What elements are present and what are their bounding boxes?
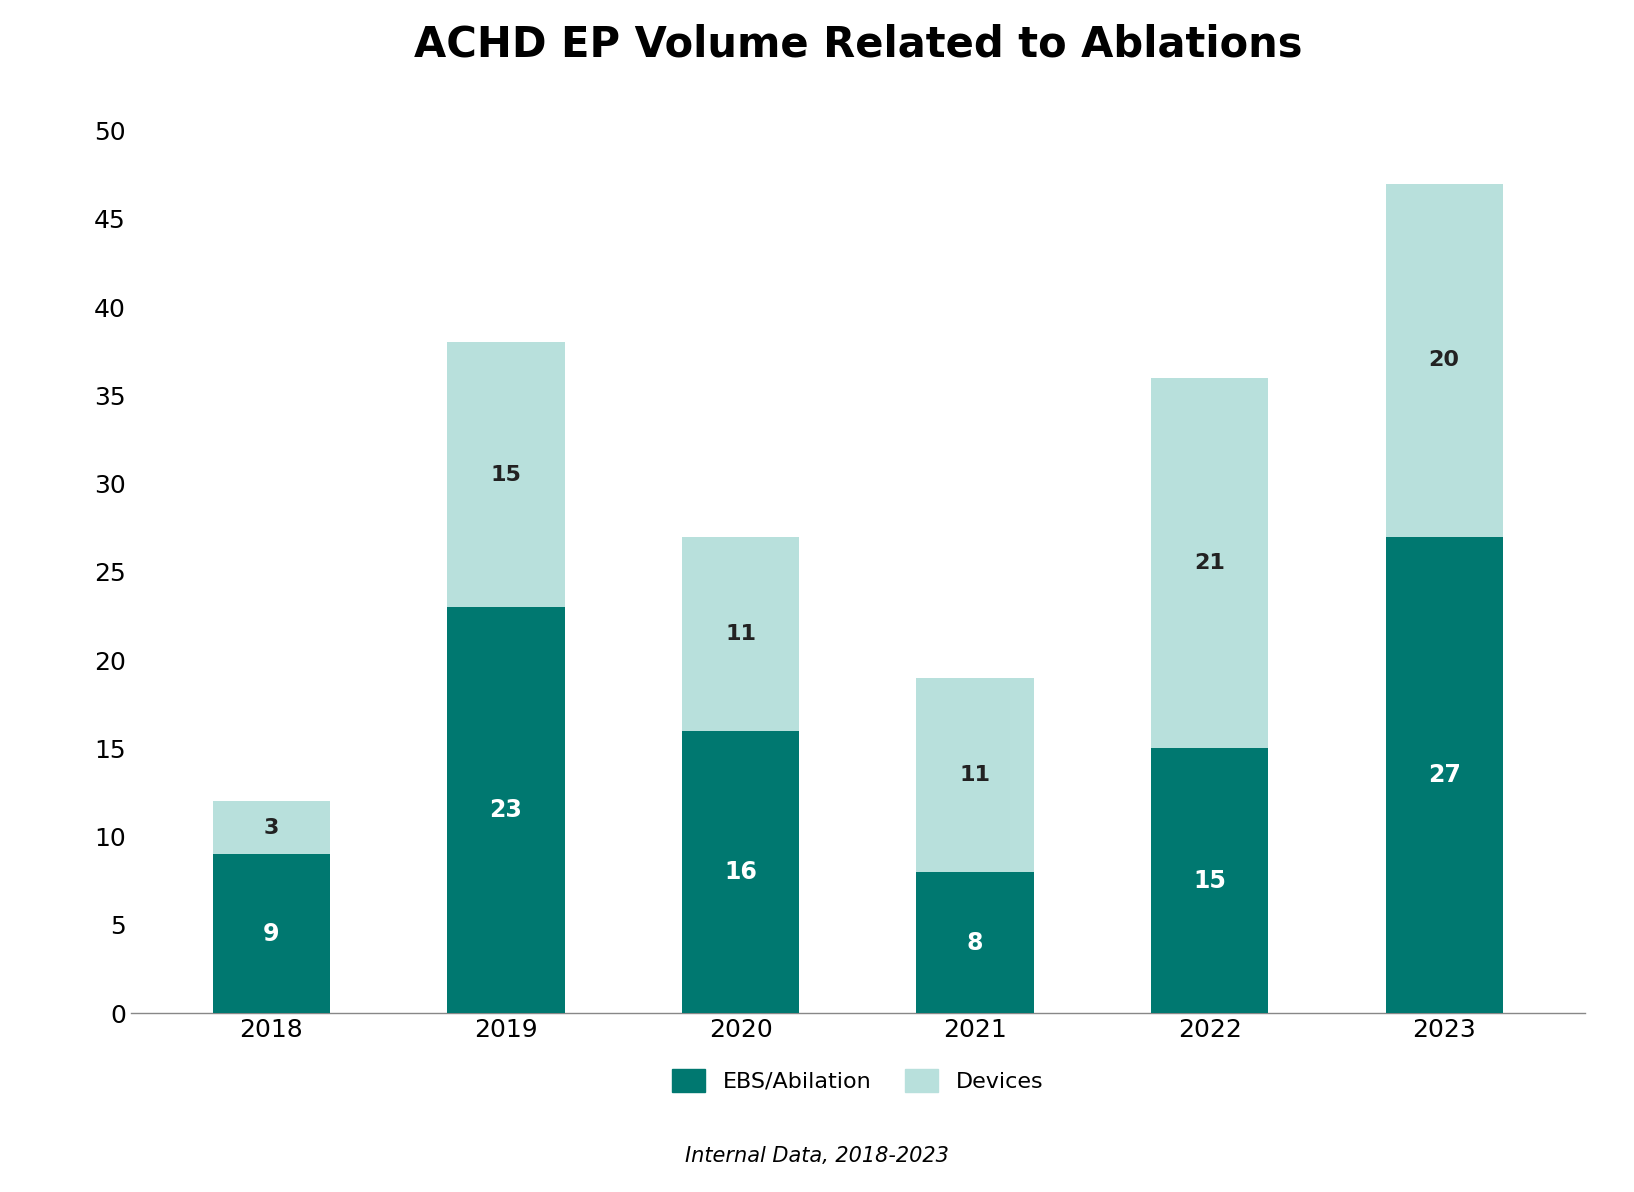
- Text: 16: 16: [724, 859, 757, 884]
- Bar: [448, 342, 565, 607]
- Text: 11: 11: [959, 765, 990, 784]
- Bar: [1150, 749, 1268, 1013]
- Text: 15: 15: [1193, 869, 1226, 893]
- Text: 20: 20: [1428, 350, 1459, 371]
- Bar: [917, 873, 1034, 1013]
- Legend: EBS/Abilation, Devices: EBS/Abilation, Devices: [660, 1058, 1056, 1103]
- Bar: [917, 678, 1034, 873]
- Text: 27: 27: [1428, 763, 1461, 787]
- Bar: [212, 801, 330, 855]
- Text: 23: 23: [490, 799, 523, 822]
- Text: 3: 3: [263, 818, 279, 838]
- Text: 11: 11: [725, 623, 757, 644]
- Text: 8: 8: [967, 931, 984, 955]
- Text: Internal Data, 2018-2023: Internal Data, 2018-2023: [685, 1147, 949, 1166]
- Bar: [1386, 184, 1503, 536]
- Text: 21: 21: [1194, 553, 1226, 573]
- Text: 15: 15: [490, 465, 521, 485]
- Title: ACHD EP Volume Related to Ablations: ACHD EP Volume Related to Ablations: [413, 24, 1302, 66]
- Bar: [681, 536, 799, 731]
- Text: 9: 9: [263, 921, 279, 945]
- Bar: [448, 607, 565, 1013]
- Bar: [681, 731, 799, 1013]
- Bar: [1150, 378, 1268, 749]
- Bar: [212, 855, 330, 1013]
- Bar: [1386, 536, 1503, 1013]
